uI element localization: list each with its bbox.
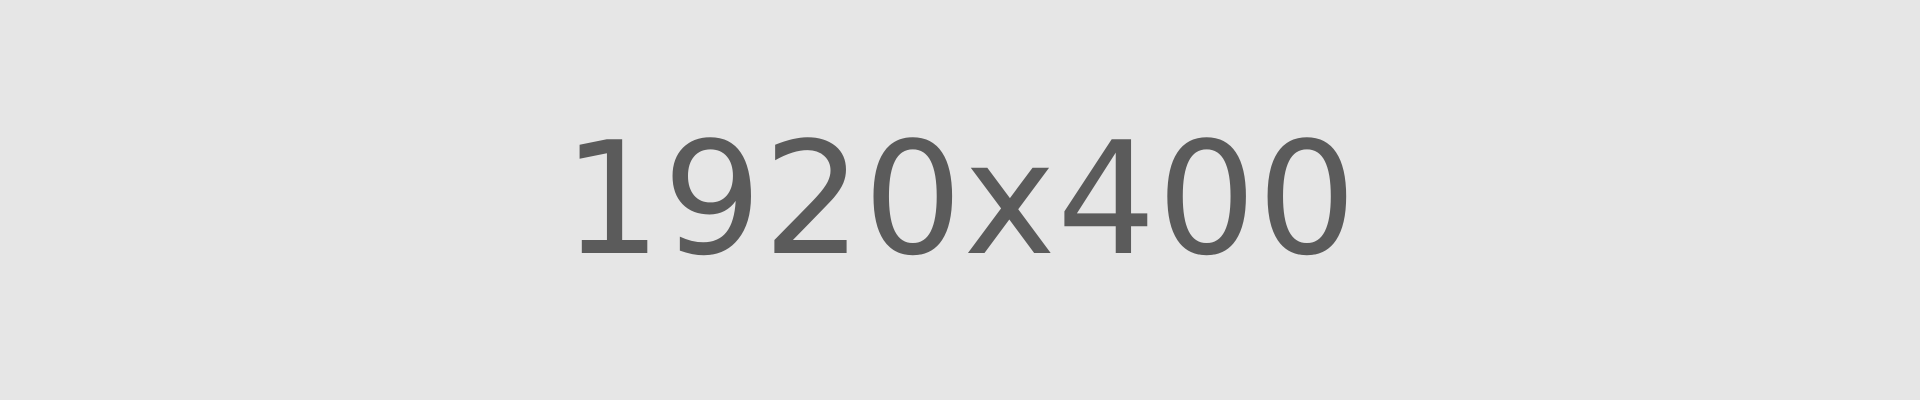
dimensions-label: 1920x400 — [562, 108, 1358, 290]
